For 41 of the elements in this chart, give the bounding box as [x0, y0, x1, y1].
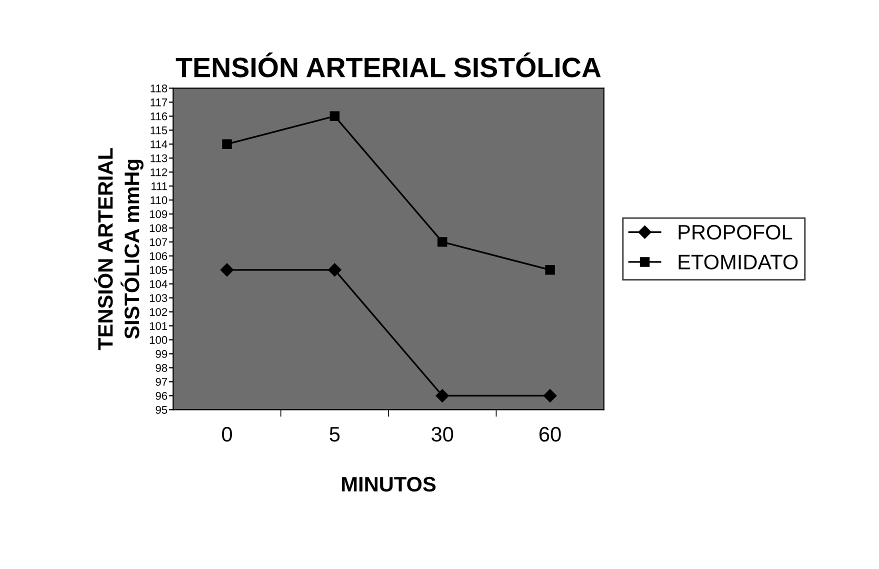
y-tick-label: 115	[150, 126, 168, 134]
y-tick-label: 117	[150, 98, 168, 106]
y-tick-label: 101	[150, 322, 168, 330]
point	[545, 265, 555, 275]
y-tick-label: 106	[150, 252, 168, 260]
x-tick-label: 0	[222, 426, 232, 442]
y-tick-label: 103	[150, 294, 168, 302]
y-tick-label: 104	[150, 280, 168, 288]
y-axis-title: TENSIÓN ARTERIAL SISTÓLICA mmHg	[94, 148, 144, 350]
y-tick-label: 95	[156, 406, 168, 414]
y-tick-label: 109	[150, 210, 168, 218]
legend-label: ETOMIDATO	[678, 254, 798, 270]
x-tick-label: 60	[540, 426, 561, 442]
y-tick-label: 96	[156, 392, 168, 400]
point	[328, 263, 342, 276]
y-tick-label: 110	[150, 196, 168, 204]
y-tick-label: 112	[150, 168, 168, 176]
point	[437, 237, 448, 247]
y-tick-label: 102	[150, 308, 168, 316]
y-tick-label: 113	[150, 154, 168, 162]
x-tick-label: 5	[330, 427, 340, 442]
y-tick-label: 98	[156, 364, 168, 372]
y-tick-label: 99	[156, 350, 168, 358]
chart-title: TENSIÓN ARTERIAL SISTÓLICA	[176, 52, 601, 78]
y-tick-label: 107	[150, 238, 168, 246]
y-tick-label: 118	[150, 84, 168, 92]
x-tick-label: 30	[432, 426, 454, 442]
point	[436, 389, 449, 402]
point	[543, 389, 557, 402]
legend-label: PROPOFOL	[678, 224, 792, 240]
y-tick-label: 97	[156, 378, 168, 386]
point	[220, 263, 234, 276]
y-tick-label: 100	[150, 336, 168, 344]
y-tick-label: 114	[150, 140, 168, 148]
y-tick-label: 111	[152, 182, 168, 190]
y-tick-label: 108	[150, 224, 168, 232]
point	[222, 139, 232, 149]
y-tick-label: 116	[150, 112, 168, 120]
x-axis-title: MINUTOS	[342, 476, 436, 492]
y-tick-label: 105	[150, 266, 168, 274]
point	[330, 111, 340, 122]
